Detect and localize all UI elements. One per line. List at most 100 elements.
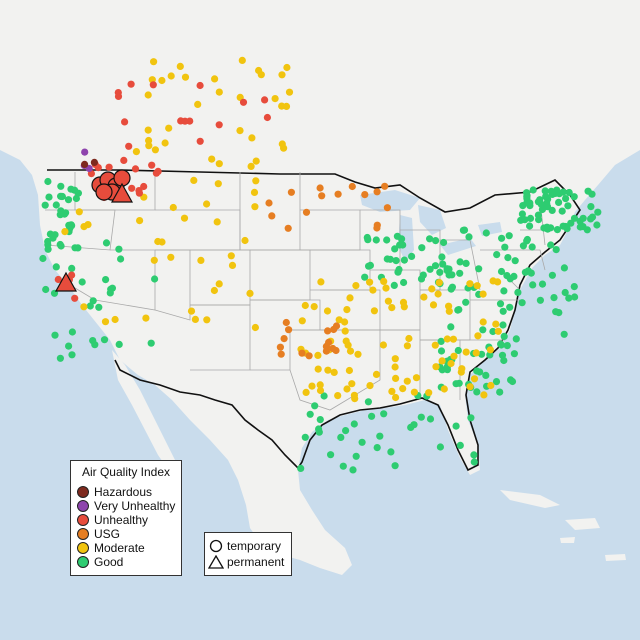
monitor-point bbox=[467, 414, 475, 422]
monitor-point bbox=[65, 342, 73, 350]
legend-label-moderate: Moderate bbox=[94, 541, 145, 555]
permanent-label: permanent bbox=[227, 555, 285, 569]
monitor-point bbox=[562, 222, 570, 231]
monitor-point bbox=[541, 187, 549, 195]
monitor-point bbox=[150, 58, 158, 66]
monitor-point bbox=[447, 323, 455, 331]
monitor-point bbox=[410, 388, 418, 396]
monitor-point bbox=[120, 156, 128, 164]
monitor-point bbox=[80, 303, 88, 311]
monitor-point bbox=[472, 349, 480, 357]
monitor-point bbox=[132, 148, 140, 156]
monitor-point bbox=[480, 391, 488, 399]
monitor-point bbox=[71, 294, 79, 302]
monitor-point bbox=[399, 298, 408, 306]
monitor-point bbox=[420, 293, 428, 301]
monitor-point bbox=[369, 286, 377, 294]
monitor-point bbox=[443, 366, 451, 374]
monitor-point bbox=[584, 187, 592, 195]
permanent-monitor-marker bbox=[110, 182, 134, 203]
monitor-point bbox=[395, 265, 403, 274]
monitor-point bbox=[343, 385, 351, 393]
monitor-point bbox=[57, 182, 65, 190]
monitor-point bbox=[44, 245, 52, 253]
monitor-point bbox=[342, 427, 350, 435]
monitor-point bbox=[524, 267, 532, 275]
monitor-point bbox=[462, 348, 470, 356]
monitor-point bbox=[106, 289, 114, 297]
monitor-point bbox=[196, 81, 204, 90]
monitor-point bbox=[431, 262, 440, 270]
monitor-point bbox=[438, 253, 446, 261]
monitor-point bbox=[372, 236, 380, 244]
monitor-point bbox=[482, 229, 490, 237]
legend-item-very-unhealthy: Very Unhealthy bbox=[77, 499, 175, 513]
monitor-point bbox=[341, 327, 349, 335]
monitor-point bbox=[562, 195, 570, 203]
monitor-point bbox=[493, 251, 501, 259]
monitor-point bbox=[145, 136, 153, 145]
monitor-point bbox=[387, 448, 395, 456]
monitor-point bbox=[536, 296, 545, 304]
monitor-point bbox=[456, 269, 464, 277]
monitor-point bbox=[450, 352, 458, 360]
monitor-point bbox=[526, 222, 534, 230]
permanent-monitor-marker bbox=[54, 271, 78, 292]
monitor-point bbox=[271, 95, 279, 103]
monitor-point bbox=[565, 294, 573, 302]
legend-title: Air Quality Index bbox=[81, 465, 171, 479]
monitor-point bbox=[117, 255, 125, 263]
monitor-point bbox=[203, 200, 211, 208]
monitor-point bbox=[158, 76, 166, 85]
monitor-point bbox=[501, 243, 509, 251]
monitor-point bbox=[382, 284, 390, 292]
monitor-point bbox=[543, 199, 551, 207]
monitor-point bbox=[324, 366, 332, 374]
monitor-point bbox=[594, 208, 602, 216]
monitor-point bbox=[456, 441, 464, 449]
monitor-point bbox=[373, 188, 381, 196]
monitor-point bbox=[196, 137, 204, 145]
monitor-point bbox=[215, 121, 223, 129]
monitor-point bbox=[315, 425, 323, 433]
monitor-point bbox=[553, 186, 561, 194]
monitor-point bbox=[324, 327, 332, 335]
monitor-point bbox=[429, 301, 438, 309]
monitor-point bbox=[282, 102, 291, 110]
monitor-point bbox=[302, 208, 311, 216]
monitor-point bbox=[470, 451, 478, 459]
monitor-point bbox=[346, 294, 354, 302]
monitor-point bbox=[203, 316, 211, 324]
monitor-point bbox=[191, 315, 199, 323]
monitor-point bbox=[498, 234, 506, 242]
monitor-point bbox=[210, 286, 218, 295]
monitor-point bbox=[504, 254, 512, 262]
monitor-point bbox=[327, 451, 335, 459]
monitor-point bbox=[348, 182, 356, 191]
legend-item-good: Good bbox=[77, 555, 123, 569]
monitor-point bbox=[135, 187, 143, 195]
monitor-point bbox=[136, 217, 144, 225]
legend-label-unhealthy: Unhealthy bbox=[94, 513, 149, 527]
monitor-point bbox=[368, 412, 376, 420]
monitor-point bbox=[125, 142, 133, 150]
monitor-point bbox=[383, 255, 391, 263]
monitor-point bbox=[410, 421, 418, 429]
monitor-point bbox=[343, 306, 351, 314]
monitor-point bbox=[280, 335, 288, 343]
monitor-point bbox=[391, 355, 399, 363]
monitor-point bbox=[68, 328, 76, 336]
legend-item-moderate: Moderate bbox=[77, 541, 145, 555]
monitor-point bbox=[268, 212, 276, 220]
monitor-point bbox=[352, 282, 360, 290]
monitor-point bbox=[102, 276, 110, 284]
monitor-point bbox=[350, 420, 358, 428]
monitor-point bbox=[247, 162, 255, 170]
monitor-point bbox=[426, 265, 434, 273]
monitor-point bbox=[462, 298, 470, 306]
monitor-point bbox=[412, 374, 421, 382]
monitor-point bbox=[246, 289, 254, 297]
monitor-point bbox=[61, 228, 69, 236]
monitor-point bbox=[448, 271, 456, 279]
monitor-point bbox=[497, 341, 505, 349]
